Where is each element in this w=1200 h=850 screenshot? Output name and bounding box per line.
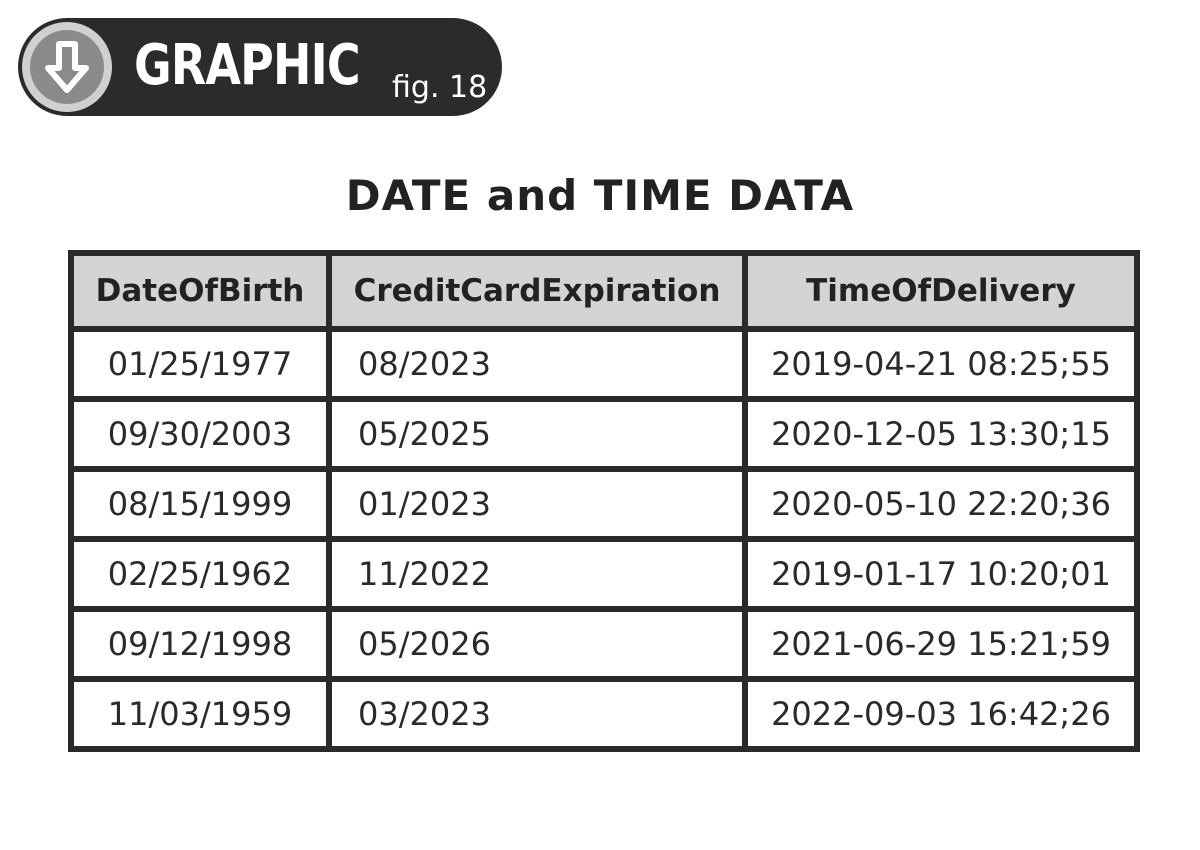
column-header-credit-card-expiration: CreditCardExpiration: [326, 250, 748, 332]
graphic-badge: GRAPHIC fig. 18: [18, 18, 502, 116]
table-row: 09/12/1998 05/2026 2021-06-29 15:21;59: [68, 606, 1140, 682]
badge-label: GRAPHIC: [134, 33, 361, 98]
cell-date-of-birth: 09/30/2003: [68, 396, 332, 472]
column-header-date-of-birth: DateOfBirth: [68, 250, 332, 332]
table-header-row: DateOfBirth CreditCardExpiration TimeOfD…: [68, 250, 1140, 332]
down-arrow-icon: [22, 22, 112, 112]
table-row: 01/25/1977 08/2023 2019-04-21 08:25;55: [68, 326, 1140, 402]
table-row: 09/30/2003 05/2025 2020-12-05 13:30;15: [68, 396, 1140, 472]
column-header-time-of-delivery: TimeOfDelivery: [742, 250, 1140, 332]
cell-credit-card-expiration: 05/2025: [326, 396, 748, 472]
cell-credit-card-expiration: 11/2022: [326, 536, 748, 612]
table-row: 02/25/1962 11/2022 2019-01-17 10:20;01: [68, 536, 1140, 612]
page-title: DATE and TIME DATA: [345, 171, 855, 220]
cell-time-of-delivery: 2021-06-29 15:21;59: [742, 606, 1140, 682]
cell-date-of-birth: 02/25/1962: [68, 536, 332, 612]
cell-time-of-delivery: 2020-12-05 13:30;15: [742, 396, 1140, 472]
cell-time-of-delivery: 2019-04-21 08:25;55: [742, 326, 1140, 402]
cell-date-of-birth: 09/12/1998: [68, 606, 332, 682]
cell-time-of-delivery: 2020-05-10 22:20;36: [742, 466, 1140, 542]
table-row: 08/15/1999 01/2023 2020-05-10 22:20;36: [68, 466, 1140, 542]
cell-credit-card-expiration: 03/2023: [326, 676, 748, 752]
cell-time-of-delivery: 2022-09-03 16:42;26: [742, 676, 1140, 752]
figure-number: fig. 18: [392, 70, 488, 105]
date-time-table: DateOfBirth CreditCardExpiration TimeOfD…: [68, 250, 1140, 752]
cell-date-of-birth: 01/25/1977: [68, 326, 332, 402]
cell-credit-card-expiration: 05/2026: [326, 606, 748, 682]
cell-date-of-birth: 11/03/1959: [68, 676, 332, 752]
cell-credit-card-expiration: 08/2023: [326, 326, 748, 402]
cell-time-of-delivery: 2019-01-17 10:20;01: [742, 536, 1140, 612]
table-row: 11/03/1959 03/2023 2022-09-03 16:42;26: [68, 676, 1140, 752]
cell-date-of-birth: 08/15/1999: [68, 466, 332, 542]
cell-credit-card-expiration: 01/2023: [326, 466, 748, 542]
